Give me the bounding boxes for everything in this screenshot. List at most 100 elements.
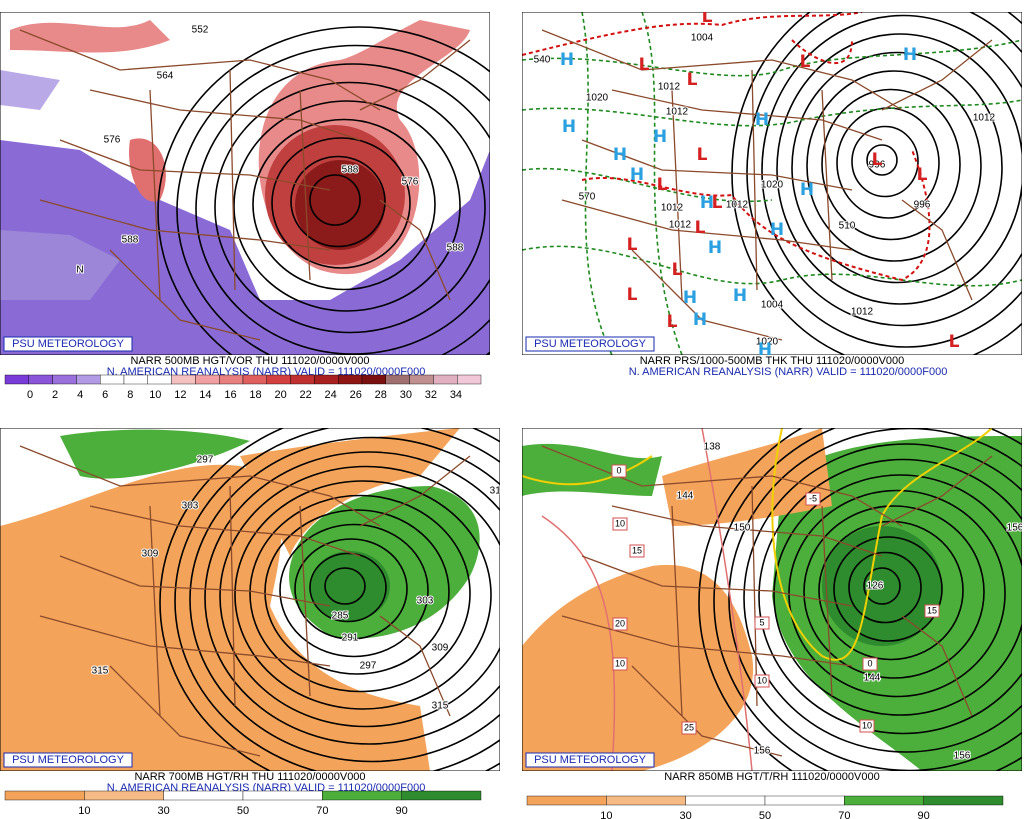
state-border [751, 485, 758, 707]
thickness-contour [522, 12, 863, 56]
state-border [299, 505, 311, 697]
colorbar-label: 30 [158, 805, 170, 817]
pressure-contour [776, 33, 1022, 305]
colorbar-segment [4, 790, 85, 801]
badge: PSU METEOROLOGY [534, 338, 647, 350]
colorbar-segment [123, 374, 148, 385]
state-border [89, 505, 361, 557]
isotherm-label: 10 [757, 675, 767, 685]
contour-label: 285 [332, 611, 349, 622]
colorbar-label: 6 [102, 389, 108, 401]
height-contour [294, 538, 408, 640]
state-border [881, 39, 993, 111]
contour-label: 303 [182, 501, 199, 512]
contour-label: 1012 [661, 203, 684, 214]
isotherm-label: 20 [615, 618, 625, 628]
thickness-contour [641, 12, 683, 355]
height-contour [773, 474, 1022, 716]
state-border [19, 445, 381, 527]
colorbar-label: 12 [174, 389, 186, 401]
contour-label: 510 [839, 221, 856, 232]
vorticity-low [0, 230, 120, 300]
height-contour [252, 118, 436, 291]
state-border [39, 615, 331, 667]
height-contour [214, 81, 486, 334]
contour-label: 126 [867, 581, 884, 592]
contour-label: 297 [197, 455, 214, 466]
map-panel: 1004 1020 1012 1012 1012 1020 1012 1004 996 1012 5… [522, 12, 1022, 378]
contour-label: 315 [432, 701, 449, 712]
rh-moist [822, 526, 942, 646]
state-border [611, 89, 883, 141]
pressure-contour [866, 144, 898, 176]
state-border [821, 89, 833, 281]
state-border [881, 455, 993, 527]
isotherm-label: 15 [632, 545, 642, 555]
low-marker: L [657, 175, 668, 195]
height-contour [713, 428, 1022, 771]
map-area: 138144150156126144156156010152025105-515… [522, 428, 1022, 771]
contour-label: 303 [417, 596, 434, 607]
contour-label: 552 [192, 25, 209, 36]
badge-box [3, 336, 133, 352]
height-contour [159, 428, 500, 771]
colorbar-segment [526, 795, 607, 806]
label-box [612, 617, 628, 631]
height-contour [290, 155, 386, 248]
high-marker: H [770, 220, 784, 240]
rh-moist [310, 551, 390, 621]
colorbar-label: 8 [127, 389, 133, 401]
label-box [924, 604, 940, 618]
colorbar-label: 10 [149, 389, 161, 401]
isotherm-label: 25 [684, 722, 694, 732]
badge: PSU METEOROLOGY [12, 338, 125, 350]
contour-label: 570 [579, 192, 596, 203]
state-border [89, 89, 361, 141]
label-box [754, 674, 770, 688]
contour-label: 150 [734, 523, 751, 534]
thickness-contour [522, 245, 1022, 287]
state-border [379, 615, 451, 717]
state-border [901, 615, 973, 717]
colorbar-segment [147, 374, 172, 385]
label-box [611, 464, 627, 478]
thickness-contour [791, 39, 853, 64]
colorbar-label: 0 [27, 389, 33, 401]
contour-label: 315 [490, 486, 507, 497]
colorbar-segment [171, 374, 196, 385]
rh-dry [240, 428, 460, 556]
height-contour [189, 436, 500, 763]
low-marker: L [639, 55, 650, 75]
colorbar-segment [163, 790, 244, 801]
label-box [754, 616, 770, 630]
state-border [901, 199, 973, 301]
contour-label: 564 [157, 71, 174, 82]
low-marker: L [695, 218, 706, 238]
map-area: 552 564 576 588 588 576 588 N [0, 12, 490, 355]
state-border [379, 199, 451, 301]
state-border [821, 505, 833, 697]
label-box [805, 492, 821, 506]
map-panel: 297 303 309 315 285 291 297 303 309 315 315 PSU MET… [0, 428, 507, 817]
colorbar-segment [606, 795, 686, 806]
state-border [541, 29, 903, 111]
colorbar-segment [385, 374, 410, 385]
contour-label: 297 [360, 661, 377, 672]
high-marker: H [653, 127, 667, 147]
low-marker: L [917, 165, 928, 185]
state-border [109, 249, 261, 341]
colorbar-segment [52, 374, 77, 385]
height-contour [174, 428, 500, 771]
height-contour [698, 428, 804, 771]
thickness-contour [581, 149, 931, 282]
low-marker: L [949, 332, 960, 352]
map-panel: 138144150156126144156156010152025105-515… [522, 428, 1022, 819]
colorbar-label: 70 [316, 805, 328, 817]
colorbar-segment [99, 374, 125, 385]
colorbar-label: 2 [52, 389, 58, 401]
badge-box [525, 336, 655, 352]
isotherm-label: 0 [867, 658, 872, 668]
state-border [561, 615, 853, 667]
high-marker: H [708, 238, 722, 258]
